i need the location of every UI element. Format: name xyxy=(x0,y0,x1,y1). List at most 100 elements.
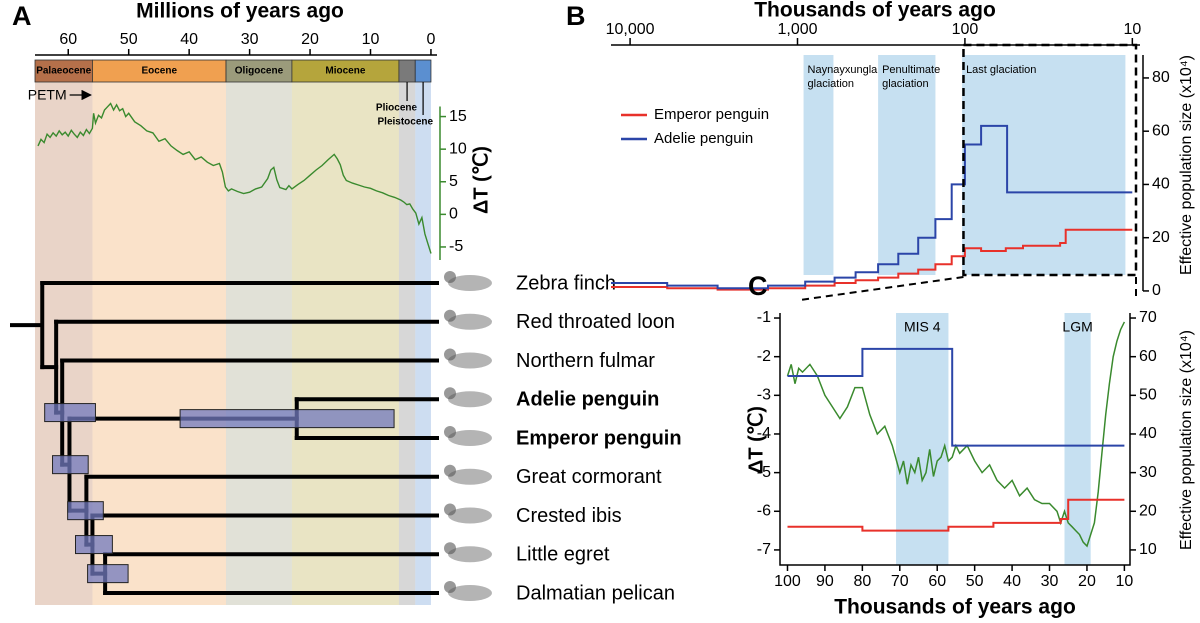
species-label: Adelie penguin xyxy=(516,389,659,411)
y2-tick-label: 10 xyxy=(1139,541,1157,558)
epoch-label: Eocene xyxy=(141,66,177,77)
x-tick-label: 10 xyxy=(1123,21,1141,38)
y-tick-label: -2 xyxy=(757,348,771,365)
y-axis-title: ΔT (℃) xyxy=(470,146,492,214)
x-tick-label: 100 xyxy=(774,573,801,590)
panel-label: A xyxy=(12,1,32,31)
y-tick-label: -7 xyxy=(757,541,771,558)
x-tick-label: 20 xyxy=(1078,573,1096,590)
confidence-bar xyxy=(67,501,104,521)
confidence-bar xyxy=(87,564,129,584)
y2-tick-label: 70 xyxy=(1139,309,1157,326)
bird-icon xyxy=(444,581,456,593)
x-tick-label: 30 xyxy=(1041,573,1059,590)
bird-icon xyxy=(448,275,492,291)
y-tick-label: 5 xyxy=(449,173,458,190)
species-label: Great cormorant xyxy=(516,466,662,488)
epoch-shade xyxy=(398,82,416,605)
x-tick-label: 50 xyxy=(120,31,138,48)
bird-icon xyxy=(444,348,456,361)
x-tick-label: 90 xyxy=(816,573,834,590)
epoch-shade xyxy=(92,82,227,605)
y-tick-label: 40 xyxy=(1152,176,1170,193)
epoch-label: Pliocene xyxy=(376,103,418,114)
x-tick-label: 50 xyxy=(966,573,984,590)
legend-label: Emperor penguin xyxy=(654,106,769,123)
bird-icon xyxy=(448,430,492,446)
y-tick-label: -5 xyxy=(449,238,463,255)
x-tick-label: 0 xyxy=(427,31,436,48)
bird-icon xyxy=(448,585,492,601)
period-label: LGM xyxy=(1062,319,1092,335)
legend-label: Adelie penguin xyxy=(654,130,753,147)
series-line xyxy=(787,498,1125,532)
annotation: PETM xyxy=(28,87,67,103)
series-line xyxy=(787,347,1125,447)
x-tick-label: 70 xyxy=(891,573,909,590)
x-tick-label: 60 xyxy=(928,573,946,590)
species-label: Emperor penguin xyxy=(516,427,682,449)
shaded-period xyxy=(962,55,1126,275)
y-tick-label: -3 xyxy=(757,387,771,404)
y2-tick-label: 20 xyxy=(1139,502,1157,519)
y2-tick-label: 50 xyxy=(1139,387,1157,404)
species-label: Northern fulmar xyxy=(516,350,655,372)
epoch-label: Miocene xyxy=(325,66,365,77)
x-tick-label: 1,000 xyxy=(777,21,817,38)
period-label: Naynayxungla xyxy=(808,64,879,76)
epoch-shade xyxy=(291,82,399,605)
y-axis-title: Effective population size (x10⁴) xyxy=(1178,55,1195,275)
bird-icon xyxy=(448,507,492,524)
bird-icon xyxy=(448,391,492,408)
bird-icon xyxy=(448,313,492,330)
confidence-bar xyxy=(44,403,96,423)
y-tick-label: 80 xyxy=(1152,69,1170,86)
x-tick-label: 100 xyxy=(952,21,979,38)
epoch-bar xyxy=(398,59,416,83)
y2-axis-title: Effective population size (x10⁴) xyxy=(1178,330,1195,550)
x-axis-title: Thousands of years ago xyxy=(834,596,1076,619)
period-label: MIS 4 xyxy=(904,319,941,335)
y-tick-label: -5 xyxy=(757,464,771,481)
x-tick-label: 80 xyxy=(853,573,871,590)
species-label: Crested ibis xyxy=(516,505,622,527)
y-tick-label: -6 xyxy=(757,502,771,519)
y-tick-label: 60 xyxy=(1152,122,1170,139)
bird-icon xyxy=(444,464,456,477)
species-label: Little egret xyxy=(516,544,610,566)
panel-label: B xyxy=(566,1,586,31)
bird-icon xyxy=(448,352,492,369)
y-tick-label: 10 xyxy=(449,140,467,157)
x-tick-label: 10 xyxy=(362,31,380,48)
confidence-bar xyxy=(52,455,89,475)
period-label: glaciation xyxy=(808,78,854,90)
x-tick-label: 20 xyxy=(301,31,319,48)
panel-label: C xyxy=(748,271,768,301)
x-tick-label: 10,000 xyxy=(606,21,655,38)
epoch-label: Pleistocene xyxy=(378,117,434,128)
zoom-box xyxy=(962,43,1138,277)
species-label: Dalmatian pelican xyxy=(516,582,675,604)
bird-icon xyxy=(444,271,456,283)
y-tick-label: 0 xyxy=(449,206,458,223)
y-tick-label: 0 xyxy=(1152,282,1161,299)
bird-icon xyxy=(444,309,456,322)
epoch-bar xyxy=(414,59,432,83)
period-label: glaciation xyxy=(882,78,928,90)
y-tick-label: -1 xyxy=(757,309,771,326)
x-tick-label: 30 xyxy=(241,31,259,48)
period-label: Last glaciation xyxy=(966,64,1036,76)
bird-icon xyxy=(444,426,456,438)
x-axis-title: Thousands of years ago xyxy=(754,0,996,22)
bird-icon xyxy=(444,387,456,400)
y-tick-label: 15 xyxy=(449,108,467,125)
bird-icon xyxy=(448,546,492,563)
bird-icon xyxy=(448,468,492,485)
shaded-period xyxy=(803,55,834,275)
x-tick-label: 10 xyxy=(1115,573,1133,590)
x-tick-label: 40 xyxy=(180,31,198,48)
axes-frame xyxy=(779,313,1131,566)
y-tick-label: 20 xyxy=(1152,229,1170,246)
species-label: Zebra finch xyxy=(516,272,616,294)
